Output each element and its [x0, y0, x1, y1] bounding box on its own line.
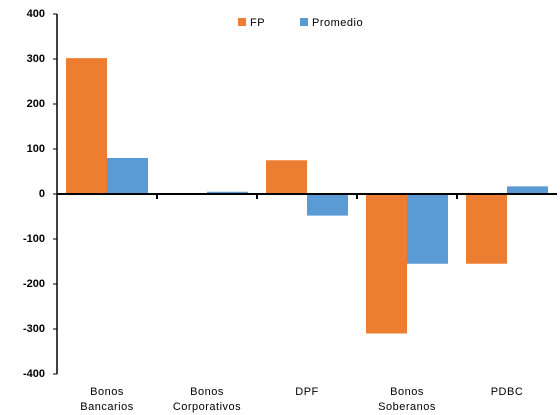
y-tick-label: 0 — [39, 188, 45, 200]
y-tick-label: -100 — [23, 233, 45, 245]
y-tick-label: 100 — [27, 143, 45, 155]
bar — [466, 194, 507, 264]
y-tick-label: -200 — [23, 278, 45, 290]
legend-label: Promedio — [312, 17, 363, 29]
x-tick-label: DPF — [295, 386, 319, 398]
y-tick-label: 200 — [27, 98, 45, 110]
x-tick-label: Bonos Corporativos — [173, 386, 241, 413]
legend-swatch — [300, 18, 308, 26]
bar — [366, 194, 407, 334]
bar — [66, 58, 107, 194]
y-tick-label: -400 — [23, 368, 45, 380]
y-tick-label: 400 — [27, 8, 45, 20]
bar — [266, 160, 307, 194]
bar — [207, 191, 248, 194]
bar — [307, 194, 348, 216]
bar — [107, 158, 148, 194]
x-tick-label: PDBC — [491, 386, 524, 398]
bar — [407, 194, 448, 264]
legend-label: FP — [250, 17, 265, 29]
x-tick-label: Bonos Soberanos — [378, 386, 436, 413]
y-tick-label: -300 — [23, 323, 45, 335]
bar — [507, 186, 548, 194]
y-tick-label: 300 — [27, 53, 45, 65]
legend-swatch — [238, 18, 246, 26]
x-tick-label: Bonos Bancarios — [80, 386, 133, 413]
